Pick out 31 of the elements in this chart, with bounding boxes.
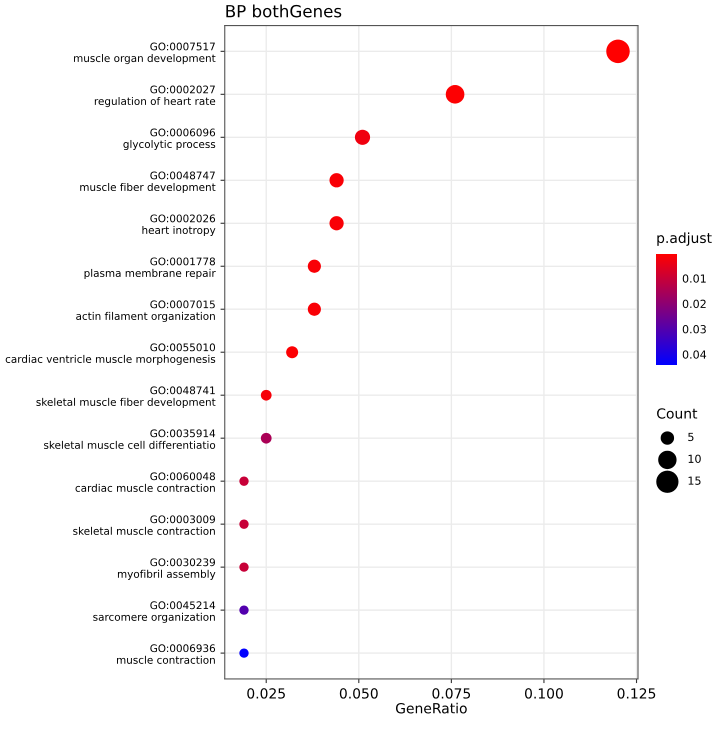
x-tick-label: 0.100 xyxy=(524,688,563,699)
color-bar-label: 0.04 xyxy=(682,350,706,359)
legend-label: 10 xyxy=(688,454,701,463)
y-tick-label: GO:0007517 muscle organ development xyxy=(74,42,216,64)
y-tick-label: GO:0003009 skeletal muscle contraction xyxy=(73,515,215,535)
color-bar-label: 0.03 xyxy=(682,325,706,334)
x-axis-title: GeneRatio xyxy=(396,702,467,714)
color-bar-title: p.adjust xyxy=(657,232,712,246)
y-tick-label: GO:0002026 heart inotropy xyxy=(142,214,216,236)
x-tick-label: 0.050 xyxy=(340,688,378,699)
x-tick-label: 0.125 xyxy=(618,688,656,699)
x-tick-label: 0.025 xyxy=(247,688,285,699)
y-tick-label: GO:0006096 glycolytic process xyxy=(123,128,216,150)
legend-title: Count xyxy=(657,408,698,419)
chart-title: BP bothGenes xyxy=(226,4,342,18)
color-bar-label: 0.02 xyxy=(682,300,706,308)
y-tick-label: GO:0055010 cardiac ventricle muscle morphogenesis xyxy=(6,343,216,365)
y-tick-label: GO:0030239 myofibril assembly xyxy=(118,558,216,580)
color-bar-label: 0.01 xyxy=(682,274,706,283)
y-tick-label: GO:0007015 actin filament organization xyxy=(76,300,215,322)
legend-label: 5 xyxy=(688,432,694,442)
y-tick-label: GO:0045214 sarcomere organization xyxy=(93,601,216,623)
y-tick-label: GO:0060048 cardiac muscle contraction xyxy=(76,472,216,492)
y-tick-label: GO:0001778 plasma membrane repair xyxy=(84,257,216,280)
x-tick-label: 0.075 xyxy=(432,688,470,699)
y-tick-label: GO:0048741 skeletal muscle fiber development xyxy=(36,386,216,408)
legend-label: 15 xyxy=(688,476,701,485)
y-tick-label: GO:0002027 regulation of heart rate xyxy=(94,86,216,108)
y-tick-label: GO:0048747 muscle fiber development xyxy=(80,171,216,194)
y-tick-label: GO:0035914 skeletal muscle cell differentiatio xyxy=(44,429,216,449)
y-tick-label: GO:0006936 muscle contraction xyxy=(117,644,216,664)
